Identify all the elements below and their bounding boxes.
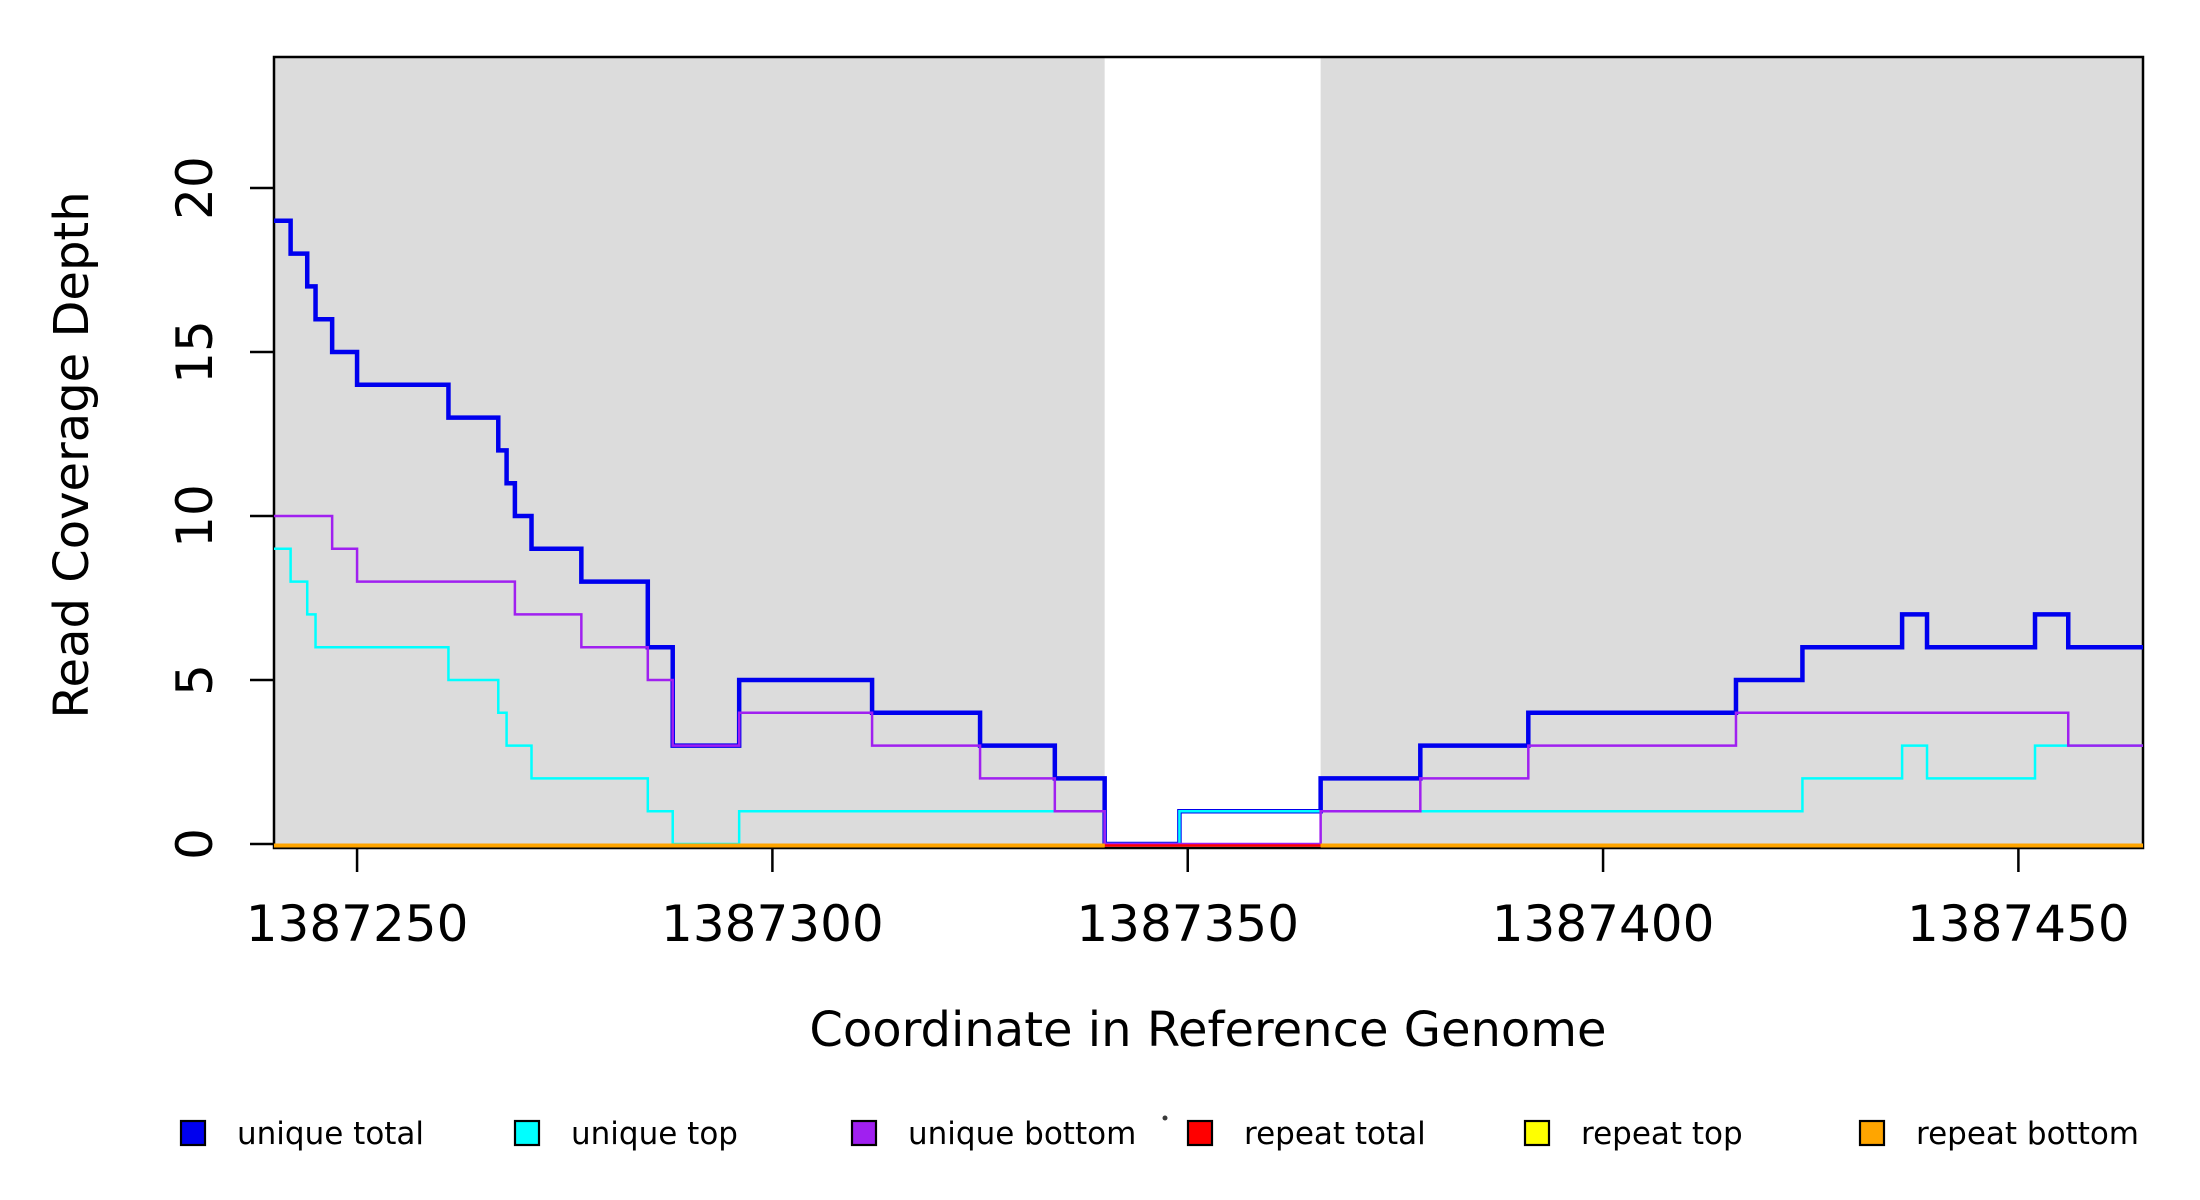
legend-label-unique-bottom: unique bottom xyxy=(908,1116,1136,1152)
legend-swatch-repeat-total xyxy=(1186,1119,1214,1147)
legend-label-unique-total: unique total xyxy=(237,1116,424,1152)
legend-swatch-repeat-top xyxy=(1523,1119,1551,1147)
series-lines xyxy=(274,218,2143,848)
x-tick-label: 1387350 xyxy=(1076,895,1299,953)
plot-background-region xyxy=(1320,57,2143,847)
series-line-unique-top xyxy=(274,547,2143,846)
x-tick-label: 1387450 xyxy=(1907,895,2130,953)
stray-dot xyxy=(1162,1115,1168,1121)
legend-swatch-unique-top xyxy=(513,1119,541,1147)
legend-swatch-repeat-bottom xyxy=(1858,1119,1886,1147)
y-tick-label: 20 xyxy=(166,156,224,220)
series-line-unique-total xyxy=(274,218,2143,847)
legend-label-repeat-top: repeat top xyxy=(1581,1116,1743,1152)
legend-swatch-unique-total xyxy=(179,1119,207,1147)
plot-background-regions xyxy=(274,57,2143,847)
plot-frame xyxy=(272,55,2145,850)
legend: unique total unique top unique bottom repea… xyxy=(179,1116,2139,1152)
legend-label-unique-top: unique top xyxy=(571,1116,738,1152)
y-tick-label: 10 xyxy=(166,484,224,548)
legend-label-repeat-total: repeat total xyxy=(1244,1116,1426,1152)
axes: 1387250 1387300 1387350 1387400 1387450 0 5 10 1… xyxy=(166,156,2130,953)
legend-label-repeat-bottom: repeat bottom xyxy=(1916,1116,2139,1152)
x-tick-label: 1387250 xyxy=(246,895,469,953)
x-tick-label: 1387300 xyxy=(661,895,884,953)
y-tick-label: 5 xyxy=(166,664,224,696)
y-tick-label: 0 xyxy=(166,828,224,860)
y-axis-title: Read Coverage Depth xyxy=(44,191,100,718)
x-tick-label: 1387400 xyxy=(1492,895,1715,953)
plot-background-region xyxy=(274,57,1105,847)
y-tick-label: 15 xyxy=(166,320,224,384)
x-axis-title: Coordinate in Reference Genome xyxy=(809,1002,1606,1058)
series-line-unique-bottom xyxy=(274,514,2143,846)
legend-swatch-unique-bottom xyxy=(850,1119,878,1147)
